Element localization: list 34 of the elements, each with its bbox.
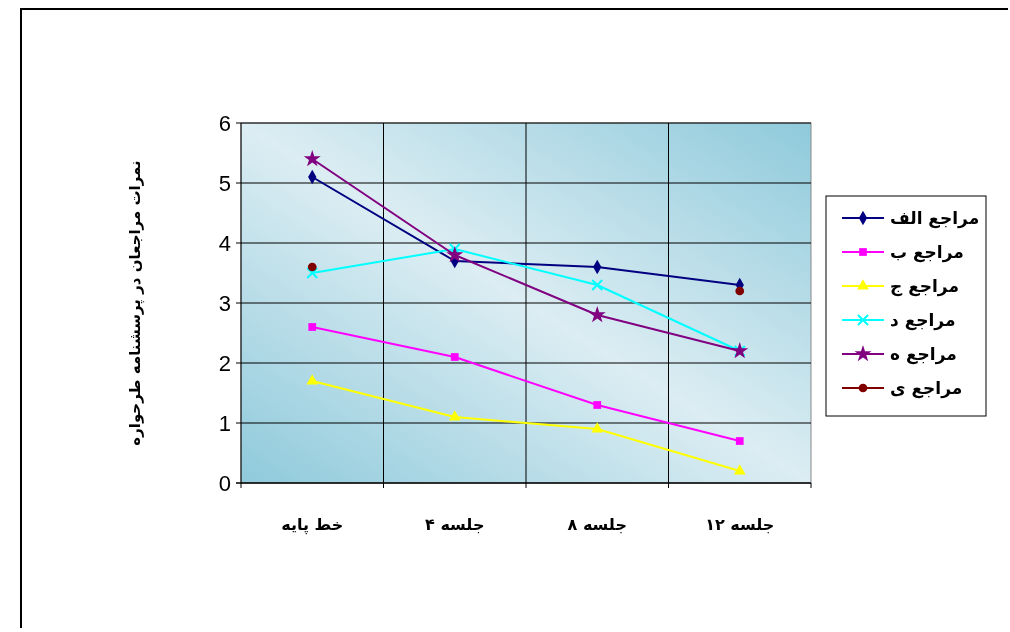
y-axis-title: نمرات مراجعان در پرسشنامه طرحواره [126, 160, 145, 446]
point [735, 286, 745, 296]
y-tick-label: 1 [218, 410, 231, 436]
legend-label: مراجع ج [890, 275, 959, 297]
y-tick-label: 6 [218, 110, 231, 136]
point [448, 410, 461, 421]
point [735, 437, 744, 445]
point [450, 353, 459, 361]
point [306, 267, 319, 279]
y-tick-label: 2 [218, 350, 231, 376]
y-tick-label: 5 [218, 170, 231, 196]
point [733, 464, 746, 475]
legend-label: مراجع ی [890, 377, 963, 399]
x-tick-label: جلسه ۴ [425, 515, 485, 534]
x-tick-label: خط پایه [281, 515, 344, 535]
point [303, 150, 321, 167]
legend-label: مراجع ب [890, 241, 964, 263]
point [306, 374, 319, 385]
point [446, 246, 464, 263]
x-tick-label: جلسه ۸ [567, 515, 627, 534]
point [593, 401, 602, 409]
legend-label: مراجع ه [890, 343, 957, 365]
y-tick-label: 3 [218, 290, 231, 316]
x-tick-label: جلسه ۱۲ [705, 515, 775, 534]
y-tick-label: 0 [218, 470, 231, 496]
point [588, 306, 606, 323]
legend-label: مراجع د [890, 309, 956, 331]
legend-label: مراجع الف [890, 207, 980, 229]
y-tick-label: 4 [218, 230, 231, 256]
point [591, 279, 604, 291]
point [308, 323, 317, 331]
point [448, 243, 461, 255]
point [591, 422, 604, 433]
point [307, 262, 317, 272]
